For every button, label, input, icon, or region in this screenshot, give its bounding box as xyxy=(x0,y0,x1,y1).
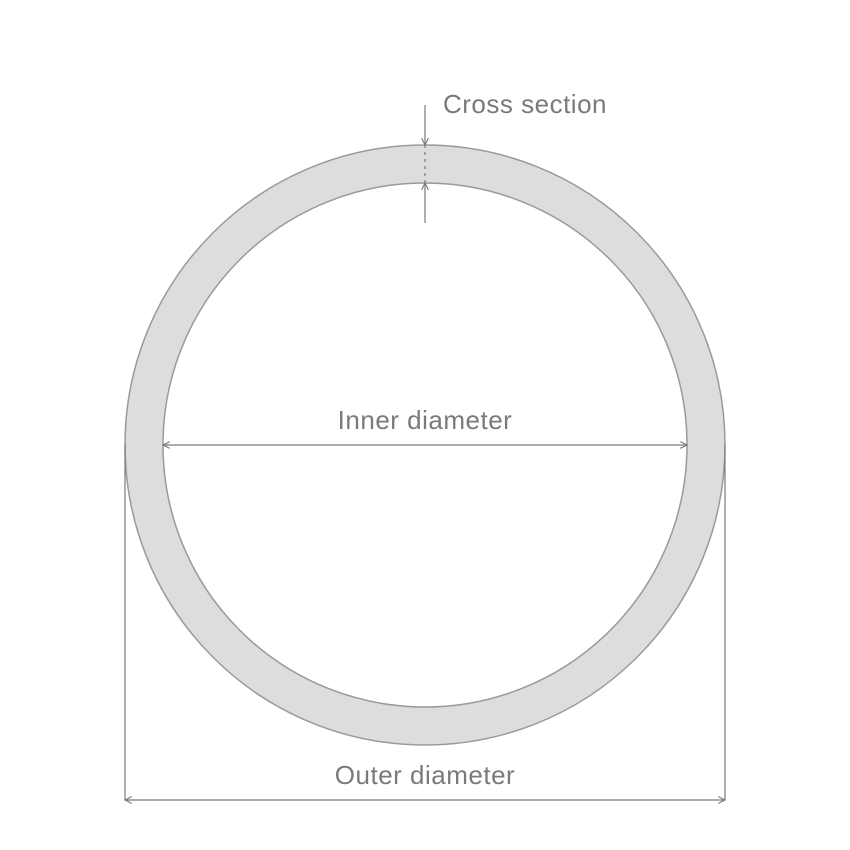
inner-diameter-label: Inner diameter xyxy=(338,405,513,435)
ring-dimension-diagram: Cross section Inner diameter Outer diame… xyxy=(0,0,850,850)
cross-section-label: Cross section xyxy=(443,89,607,119)
outer-diameter-label: Outer diameter xyxy=(335,760,515,790)
